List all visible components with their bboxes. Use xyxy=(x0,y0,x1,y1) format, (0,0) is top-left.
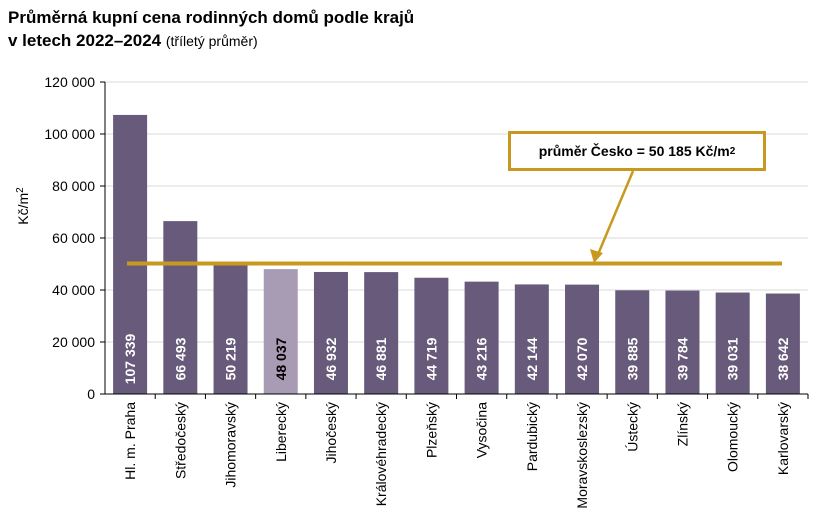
bar-value-label: 42 144 xyxy=(524,337,540,380)
title-line-2-text: v letech 2022–2024 xyxy=(8,31,162,50)
bar-value-label: 42 070 xyxy=(574,337,590,380)
bar xyxy=(163,221,198,394)
x-category-label: Karlovarský xyxy=(775,402,791,475)
y-tick-label: 0 xyxy=(87,386,95,402)
x-category-label: Vysočina xyxy=(474,402,490,459)
chart-title: Průměrná kupní cena rodinných domů podle… xyxy=(8,6,414,53)
bar xyxy=(514,284,549,394)
title-line-2: v letech 2022–2024 (tříletý průměr) xyxy=(8,29,414,53)
annotation-leader xyxy=(597,170,635,253)
x-category-label: Plzeňský xyxy=(423,402,439,458)
chart-subtitle: (tříletý průměr) xyxy=(165,33,258,49)
y-tick-label: 100 000 xyxy=(44,126,95,142)
y-tick-label: 40 000 xyxy=(52,282,95,298)
bar xyxy=(464,281,499,394)
x-category-label: Liberecký xyxy=(273,402,289,462)
title-line-1: Průměrná kupní cena rodinných domů podle… xyxy=(8,8,415,27)
x-category-label: Moravskoslezský xyxy=(574,402,590,509)
x-category-label: Pardubický xyxy=(524,402,540,471)
bar xyxy=(113,114,148,394)
bars: 107 339 66 493 50 219 48 037 46 932 46 881 44 … xyxy=(113,114,800,394)
x-category-label: Jihočeský xyxy=(323,402,339,463)
bar xyxy=(765,293,800,394)
bar-value-label: 39 031 xyxy=(725,337,741,380)
gridlines xyxy=(105,81,808,343)
bar-value-label: 44 719 xyxy=(423,337,439,380)
bar-value-label: 50 219 xyxy=(223,337,239,380)
bar-value-label: 48 037 xyxy=(273,337,289,380)
bar xyxy=(313,271,348,394)
x-category-label: Jihomoravský xyxy=(223,402,239,488)
x-category-label: Středočeský xyxy=(172,402,188,479)
bar xyxy=(414,277,449,394)
y-tick-label: 120 000 xyxy=(44,74,95,90)
y-tick-label: 20 000 xyxy=(52,334,95,350)
bar xyxy=(364,272,399,394)
y-axis-label: Kč/m2 xyxy=(15,187,31,225)
bar xyxy=(615,290,650,394)
average-annotation: průměr Česko = 50 185 Kč/m 2 xyxy=(508,131,766,171)
bar-value-label: 43 216 xyxy=(474,337,490,380)
bar xyxy=(665,290,700,394)
y-axis-label-sup: 2 xyxy=(15,187,26,193)
y-tick-label: 80 000 xyxy=(52,178,95,194)
x-axis-categories: Hl. m. Praha Středočeský Jihomoravský Liber… xyxy=(122,394,809,509)
bar-value-label: 46 881 xyxy=(373,337,389,380)
annotation-arrowhead xyxy=(590,249,603,263)
y-axis-label-text: Kč/m xyxy=(15,193,31,225)
y-tick-label: 60 000 xyxy=(52,230,95,246)
y-axis-ticks: 0 20 000 40 000 60 000 80 000 100 000 120 000 xyxy=(44,74,105,402)
x-category-label: Královéhradecký xyxy=(373,402,389,506)
average-annotation-sup: 2 xyxy=(729,145,736,157)
bar-value-label: 39 885 xyxy=(624,337,640,380)
x-category-label: Hl. m. Praha xyxy=(122,402,138,480)
bar-value-label: 38 642 xyxy=(775,337,791,380)
bar xyxy=(715,292,750,394)
bar xyxy=(263,269,298,394)
average-annotation-text: průměr Česko = 50 185 Kč/m xyxy=(538,143,730,159)
x-category-label: Zlínský xyxy=(674,402,690,446)
x-category-label: Olomoucký xyxy=(725,402,741,472)
bar xyxy=(565,284,600,394)
x-category-label: Ústecký xyxy=(624,402,640,452)
bar-value-label: 66 493 xyxy=(172,337,188,380)
bar-value-label: 39 784 xyxy=(674,337,690,380)
bar xyxy=(213,263,248,394)
bar-value-label: 46 932 xyxy=(323,337,339,380)
bar-value-label: 107 339 xyxy=(122,333,138,384)
